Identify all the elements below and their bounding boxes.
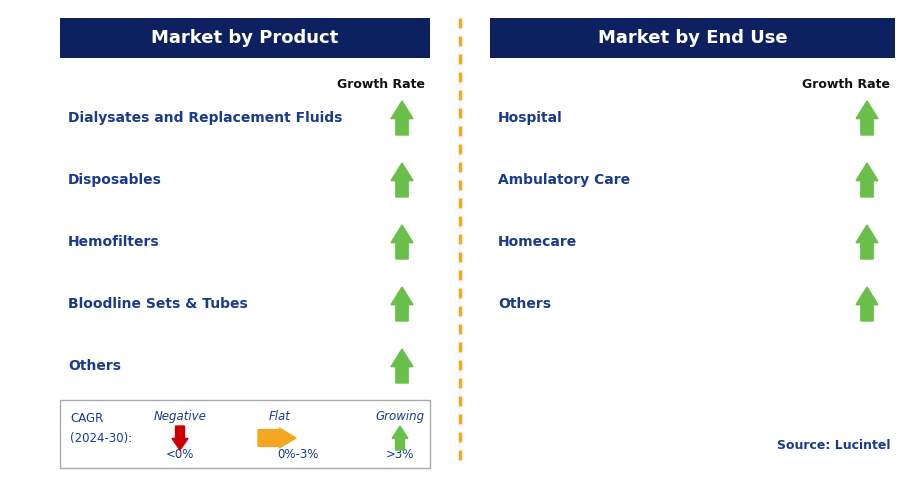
Polygon shape xyxy=(391,163,413,197)
Text: Dialysates and Replacement Fluids: Dialysates and Replacement Fluids xyxy=(68,111,343,125)
Polygon shape xyxy=(856,101,878,135)
Polygon shape xyxy=(391,287,413,321)
Bar xyxy=(60,18,430,58)
Text: Bloodline Sets & Tubes: Bloodline Sets & Tubes xyxy=(68,297,248,311)
Text: Growth Rate: Growth Rate xyxy=(337,78,425,90)
Polygon shape xyxy=(391,349,413,383)
Polygon shape xyxy=(856,225,878,259)
Text: Others: Others xyxy=(68,359,121,373)
Polygon shape xyxy=(392,426,408,450)
Text: Others: Others xyxy=(498,297,551,311)
Polygon shape xyxy=(391,101,413,135)
Text: Growing: Growing xyxy=(376,410,425,422)
Text: Ambulatory Care: Ambulatory Care xyxy=(498,173,630,187)
Text: CAGR: CAGR xyxy=(70,412,103,424)
Bar xyxy=(490,18,895,58)
Text: Hemofilters: Hemofilters xyxy=(68,235,159,249)
Text: Disposables: Disposables xyxy=(68,173,162,187)
Text: (2024-30):: (2024-30): xyxy=(70,431,133,445)
Text: Negative: Negative xyxy=(154,410,206,422)
Text: Flat: Flat xyxy=(269,410,291,422)
Text: Homecare: Homecare xyxy=(498,235,577,249)
Polygon shape xyxy=(856,163,878,197)
Polygon shape xyxy=(258,428,296,448)
Text: Growth Rate: Growth Rate xyxy=(802,78,890,90)
Text: Market by End Use: Market by End Use xyxy=(598,29,787,47)
Text: <0%: <0% xyxy=(166,448,194,460)
Text: Hospital: Hospital xyxy=(498,111,563,125)
Bar xyxy=(60,400,430,468)
Polygon shape xyxy=(391,225,413,259)
Text: >3%: >3% xyxy=(386,448,414,460)
Text: Market by Product: Market by Product xyxy=(151,29,339,47)
Text: Source: Lucintel: Source: Lucintel xyxy=(776,439,890,452)
Polygon shape xyxy=(172,426,188,450)
Polygon shape xyxy=(856,287,878,321)
Text: 0%-3%: 0%-3% xyxy=(277,448,319,460)
